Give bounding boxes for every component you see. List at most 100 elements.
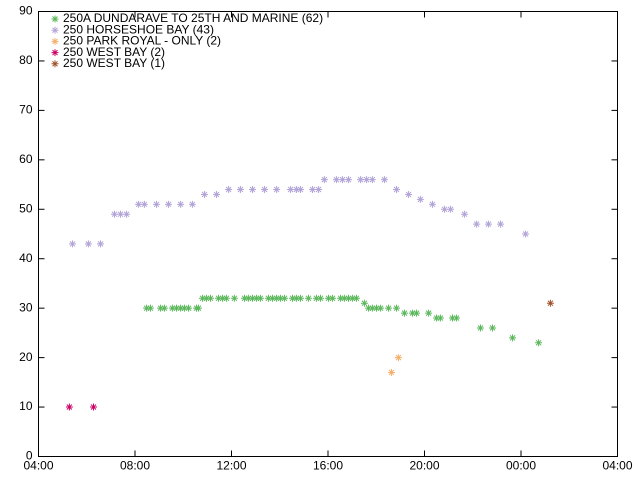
point	[394, 354, 402, 362]
legend-label: 250 WEST BAY (2)	[63, 45, 165, 59]
legend-label: 250 HORSESHOE BAY (43)	[63, 22, 214, 36]
point	[338, 176, 346, 184]
point	[393, 186, 401, 193]
point	[177, 200, 185, 208]
point	[244, 294, 252, 302]
point	[157, 304, 165, 312]
point	[461, 210, 469, 218]
point	[546, 299, 554, 307]
point	[352, 294, 360, 302]
point	[357, 176, 365, 184]
y-tick-label: 50	[19, 201, 33, 215]
point	[253, 294, 261, 302]
point	[185, 304, 193, 312]
point	[241, 294, 249, 302]
point	[230, 294, 238, 302]
point	[296, 186, 304, 193]
point	[222, 294, 230, 302]
point	[448, 314, 456, 322]
legend-marker	[51, 26, 59, 34]
point	[236, 186, 244, 193]
point	[287, 186, 295, 193]
point	[123, 210, 131, 218]
legend-marker	[51, 49, 59, 57]
y-tick-label: 40	[19, 251, 33, 265]
point	[289, 294, 297, 302]
point	[199, 294, 207, 302]
point	[408, 309, 416, 317]
point	[225, 186, 233, 193]
point	[248, 294, 256, 302]
point	[320, 176, 328, 184]
point	[160, 304, 168, 312]
point	[143, 304, 151, 312]
point	[433, 314, 441, 322]
point	[146, 304, 154, 312]
point	[345, 294, 353, 302]
point	[345, 176, 353, 184]
x-tick-label: 12:00	[216, 459, 246, 473]
point	[372, 304, 380, 312]
point	[165, 200, 173, 208]
point	[436, 314, 444, 322]
legend-label: 250 WEST BAY (1)	[63, 56, 165, 70]
point	[264, 294, 272, 302]
y-tick-label: 0	[26, 449, 33, 463]
point	[304, 294, 312, 302]
point	[377, 304, 385, 312]
point	[413, 309, 421, 317]
point	[425, 309, 433, 317]
legend-label: 250A DUNDARAVE TO 25TH AND MARINE (62)	[63, 11, 323, 25]
point	[387, 368, 395, 376]
point	[281, 294, 289, 302]
y-tick-label: 30	[19, 300, 33, 314]
point	[97, 240, 105, 248]
point	[273, 294, 281, 302]
point	[261, 186, 269, 193]
point	[368, 176, 376, 184]
plot-frame	[38, 11, 618, 457]
point	[213, 190, 221, 198]
point	[332, 176, 340, 184]
point	[214, 294, 222, 302]
point	[368, 304, 376, 312]
point	[168, 304, 176, 312]
legend-marker	[51, 37, 59, 45]
x-tick-label: 00:00	[506, 459, 536, 473]
point	[296, 294, 304, 302]
y-tick-label: 60	[19, 152, 33, 166]
point	[405, 190, 413, 198]
legend-label: 250 PARK ROYAL - ONLY (2)	[63, 34, 221, 48]
point	[69, 240, 77, 248]
point	[317, 294, 325, 302]
point	[476, 324, 484, 332]
point	[177, 304, 185, 312]
y-tick-label: 70	[19, 103, 33, 117]
x-tick-label: 04:00	[23, 459, 53, 473]
point	[152, 200, 160, 208]
y-tick-label: 80	[19, 53, 33, 67]
point	[380, 176, 388, 184]
point	[393, 304, 401, 312]
point	[65, 403, 73, 411]
x-tick-label: 16:00	[313, 459, 343, 473]
point	[385, 304, 393, 312]
point	[248, 186, 256, 193]
point	[428, 200, 436, 208]
point	[447, 205, 455, 213]
point	[509, 334, 517, 342]
point	[256, 294, 264, 302]
point	[340, 294, 348, 302]
point	[400, 309, 408, 317]
point	[84, 240, 92, 248]
point	[117, 210, 125, 218]
point	[273, 186, 281, 193]
point	[315, 186, 323, 193]
point	[522, 230, 530, 238]
point	[202, 294, 210, 302]
point	[110, 210, 118, 218]
point	[188, 200, 196, 208]
point	[269, 294, 277, 302]
point	[337, 294, 345, 302]
